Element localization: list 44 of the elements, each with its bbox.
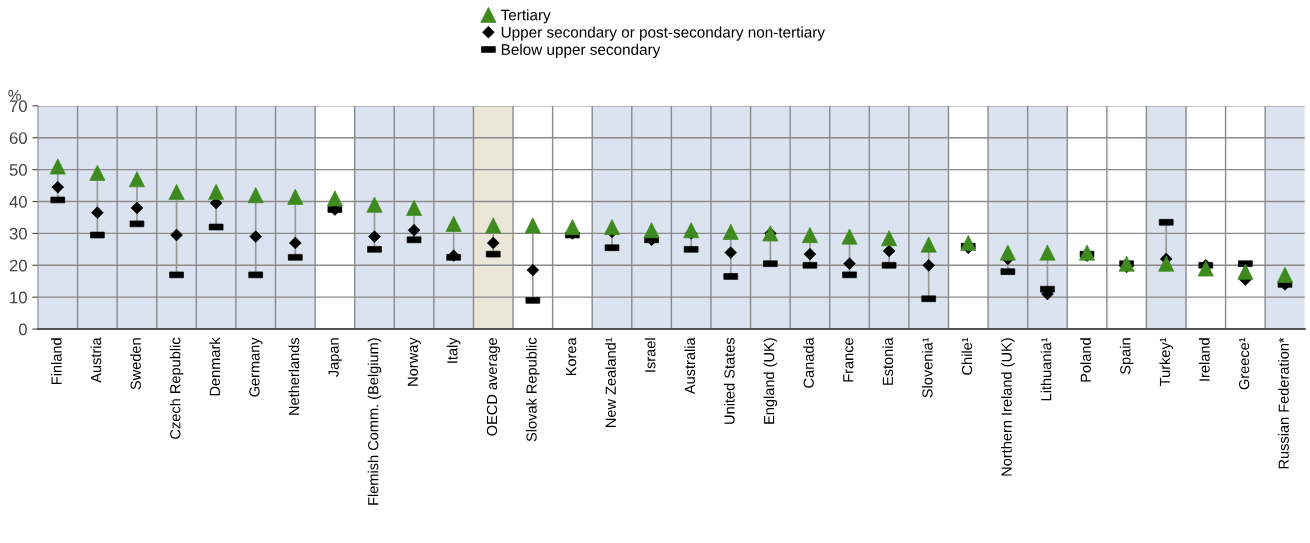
x-tick-label: United States	[723, 337, 735, 424]
y-tick-label: 30	[9, 227, 27, 240]
x-tick-label: Sweden	[130, 338, 141, 390]
y-tick-label: 50	[9, 164, 27, 176]
x-tick-label: Australia	[684, 337, 696, 395]
x-tick-label: Northern Ireland (UK)	[1001, 338, 1015, 476]
x-tick-label: Denmark	[209, 337, 221, 396]
x-tick-label: France	[843, 338, 854, 382]
x-tick-label: Korea	[566, 337, 577, 376]
x-tick-label: Greece¹	[1238, 337, 1250, 390]
legend-label: Upper secondary or post-secondary non-tertiary	[501, 26, 825, 41]
x-tick-label: Norway	[407, 337, 421, 386]
x-tick-label: Turkey¹	[1159, 337, 1173, 386]
x-tick-label: OECD average	[486, 338, 501, 436]
x-tick-label: Finland	[50, 338, 62, 385]
x-tick-label: Poland	[1080, 338, 1091, 382]
y-tick-label: 10	[10, 291, 27, 304]
x-tick-label: Spain	[1119, 338, 1134, 375]
x-tick-label: Russian Federation*	[1278, 337, 1289, 469]
y-tick-label: 0	[18, 323, 27, 336]
x-tick-label: New Zealand¹	[605, 337, 616, 427]
x-tick-label: Israel	[644, 338, 656, 372]
x-tick-label: Japan	[328, 338, 342, 377]
y-tick-label: 40	[9, 195, 27, 208]
y-tick-label: 20	[9, 259, 27, 272]
y-tick-label: 70	[9, 100, 27, 113]
x-tick-label: Canada	[803, 337, 814, 388]
x-tick-label: England (UK)	[763, 338, 778, 424]
legend-label: Below upper secondary	[501, 43, 661, 58]
x-tick-label: Slovak Republic	[526, 337, 540, 442]
x-tick-label: Czech Republic	[169, 337, 184, 439]
x-tick-label: Slovenia¹	[921, 337, 933, 398]
x-tick-label: Lithuania¹	[1040, 337, 1052, 401]
x-tick-label: Netherlands	[288, 337, 300, 415]
legend-label: Tertiary	[500, 9, 551, 24]
x-tick-label: Austria	[90, 337, 102, 383]
x-tick-label: Ireland	[1199, 338, 1210, 381]
x-tick-label: Chile¹	[961, 337, 973, 375]
y-tick-label: 60	[9, 132, 27, 144]
y-axis-title: %	[8, 89, 21, 101]
x-tick-label: Italy	[446, 337, 461, 363]
x-tick-label: Germany	[249, 337, 263, 397]
x-tick-label: Estonia	[882, 337, 894, 385]
x-tick-label: Flemish Comm. (Belgium)	[367, 338, 382, 505]
